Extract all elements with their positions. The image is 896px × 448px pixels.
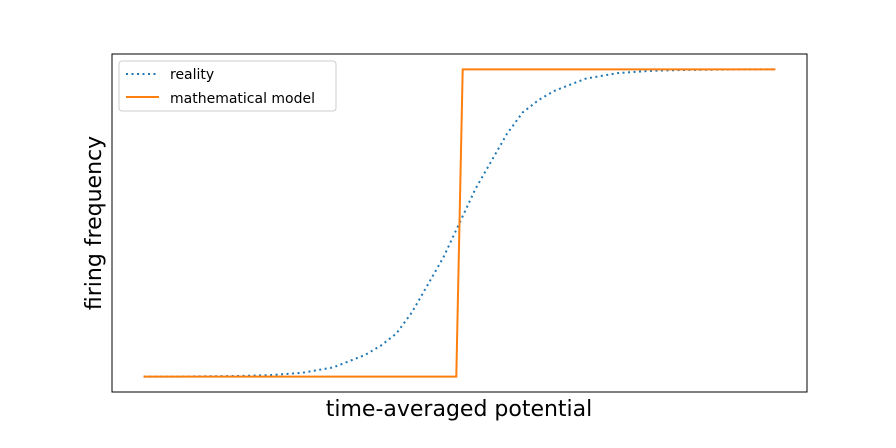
legend-box bbox=[118, 60, 337, 112]
axes-frame bbox=[111, 53, 808, 393]
y-axis-label: firing frequency bbox=[82, 136, 107, 310]
legend-label-mathematical-model: mathematical model bbox=[170, 91, 315, 107]
plot-area bbox=[143, 68, 776, 378]
series-line-mathematical-model bbox=[143, 68, 776, 378]
legend: reality mathematical model bbox=[118, 60, 337, 112]
x-axis-label: time-averaged potential bbox=[326, 397, 593, 422]
legend-label-reality: reality bbox=[170, 67, 214, 83]
